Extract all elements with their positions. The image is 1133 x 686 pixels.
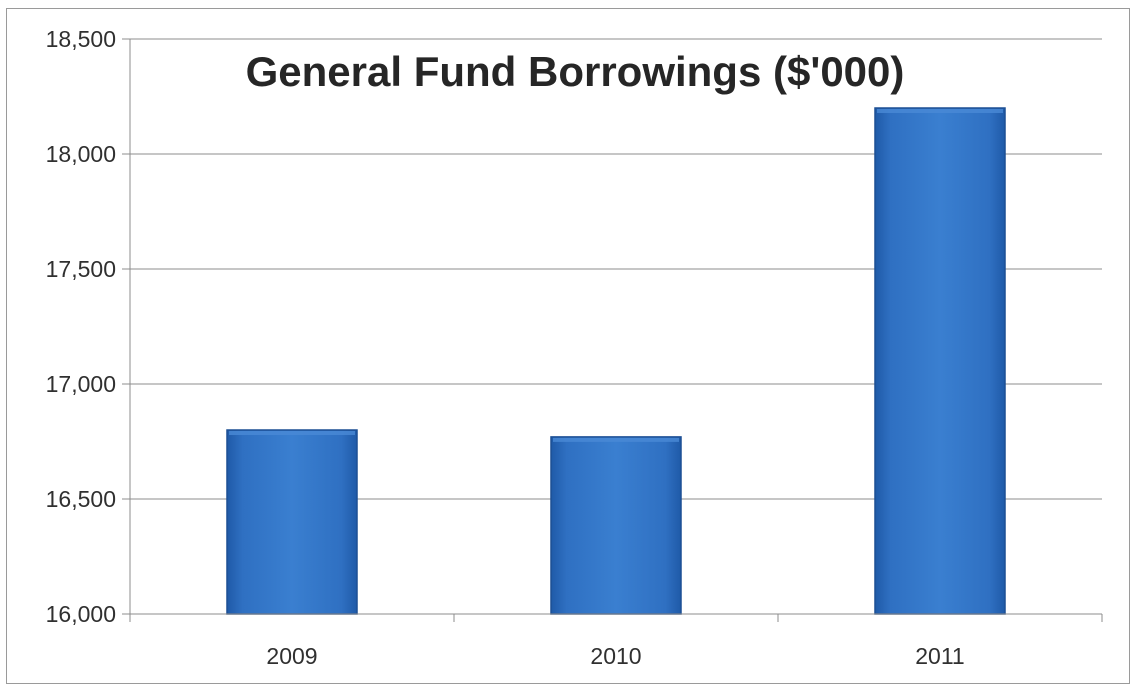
bars — [226, 107, 1006, 615]
y-tick-label: 17,000 — [46, 371, 116, 397]
y-axis-tick-labels: 16,000 16,500 17,000 17,500 18,000 18,500 — [46, 26, 116, 627]
y-tick-label: 18,000 — [46, 141, 116, 167]
y-tick-label: 18,500 — [46, 26, 116, 52]
bar — [874, 107, 1006, 615]
axes — [129, 39, 1103, 622]
bar-highlight — [877, 109, 1003, 113]
bar — [550, 436, 682, 615]
x-tick-label: 2011 — [915, 643, 964, 669]
y-tick-label: 16,000 — [46, 601, 116, 627]
bar-highlight — [229, 431, 355, 435]
y-tick-label: 16,500 — [46, 486, 116, 512]
y-tick-label: 17,500 — [46, 256, 116, 282]
bar-highlight — [553, 437, 679, 442]
chart-title: General Fund Borrowings ($'000) — [246, 48, 905, 95]
x-tick-label: 2010 — [590, 643, 641, 669]
bar-2009 — [226, 429, 358, 615]
x-axis-tick-labels: 2009 2010 2011 — [266, 643, 964, 669]
bar-2011 — [874, 107, 1006, 615]
bar — [226, 429, 358, 615]
x-tick-label: 2009 — [266, 643, 317, 669]
bar-2010 — [550, 436, 682, 615]
